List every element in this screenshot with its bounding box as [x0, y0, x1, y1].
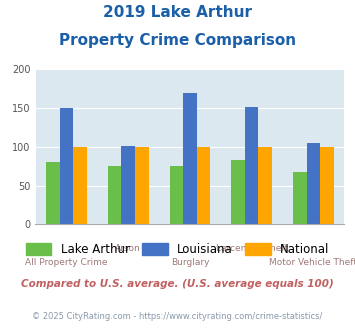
Text: Arson: Arson	[115, 244, 141, 253]
Bar	[135, 147, 148, 224]
Bar	[73, 147, 87, 224]
Bar	[197, 147, 210, 224]
Bar	[60, 108, 73, 224]
Bar	[320, 147, 334, 224]
Legend: Lake Arthur, Louisiana, National: Lake Arthur, Louisiana, National	[21, 239, 334, 261]
Bar	[170, 166, 183, 224]
Bar	[121, 146, 135, 224]
Bar	[307, 143, 320, 224]
Bar	[183, 92, 197, 224]
Bar	[231, 160, 245, 224]
Bar	[245, 107, 258, 224]
Text: 2019 Lake Arthur: 2019 Lake Arthur	[103, 5, 252, 20]
Text: Motor Vehicle Theft: Motor Vehicle Theft	[269, 258, 355, 267]
Text: Larceny & Theft: Larceny & Theft	[215, 244, 288, 253]
Bar	[293, 173, 307, 224]
Text: Compared to U.S. average. (U.S. average equals 100): Compared to U.S. average. (U.S. average …	[21, 279, 334, 289]
Bar	[108, 166, 121, 224]
Text: Property Crime Comparison: Property Crime Comparison	[59, 33, 296, 48]
Bar	[46, 162, 60, 224]
Text: Burglary: Burglary	[171, 258, 209, 267]
Bar	[258, 147, 272, 224]
Text: All Property Crime: All Property Crime	[25, 258, 108, 267]
Text: © 2025 CityRating.com - https://www.cityrating.com/crime-statistics/: © 2025 CityRating.com - https://www.city…	[32, 312, 323, 321]
